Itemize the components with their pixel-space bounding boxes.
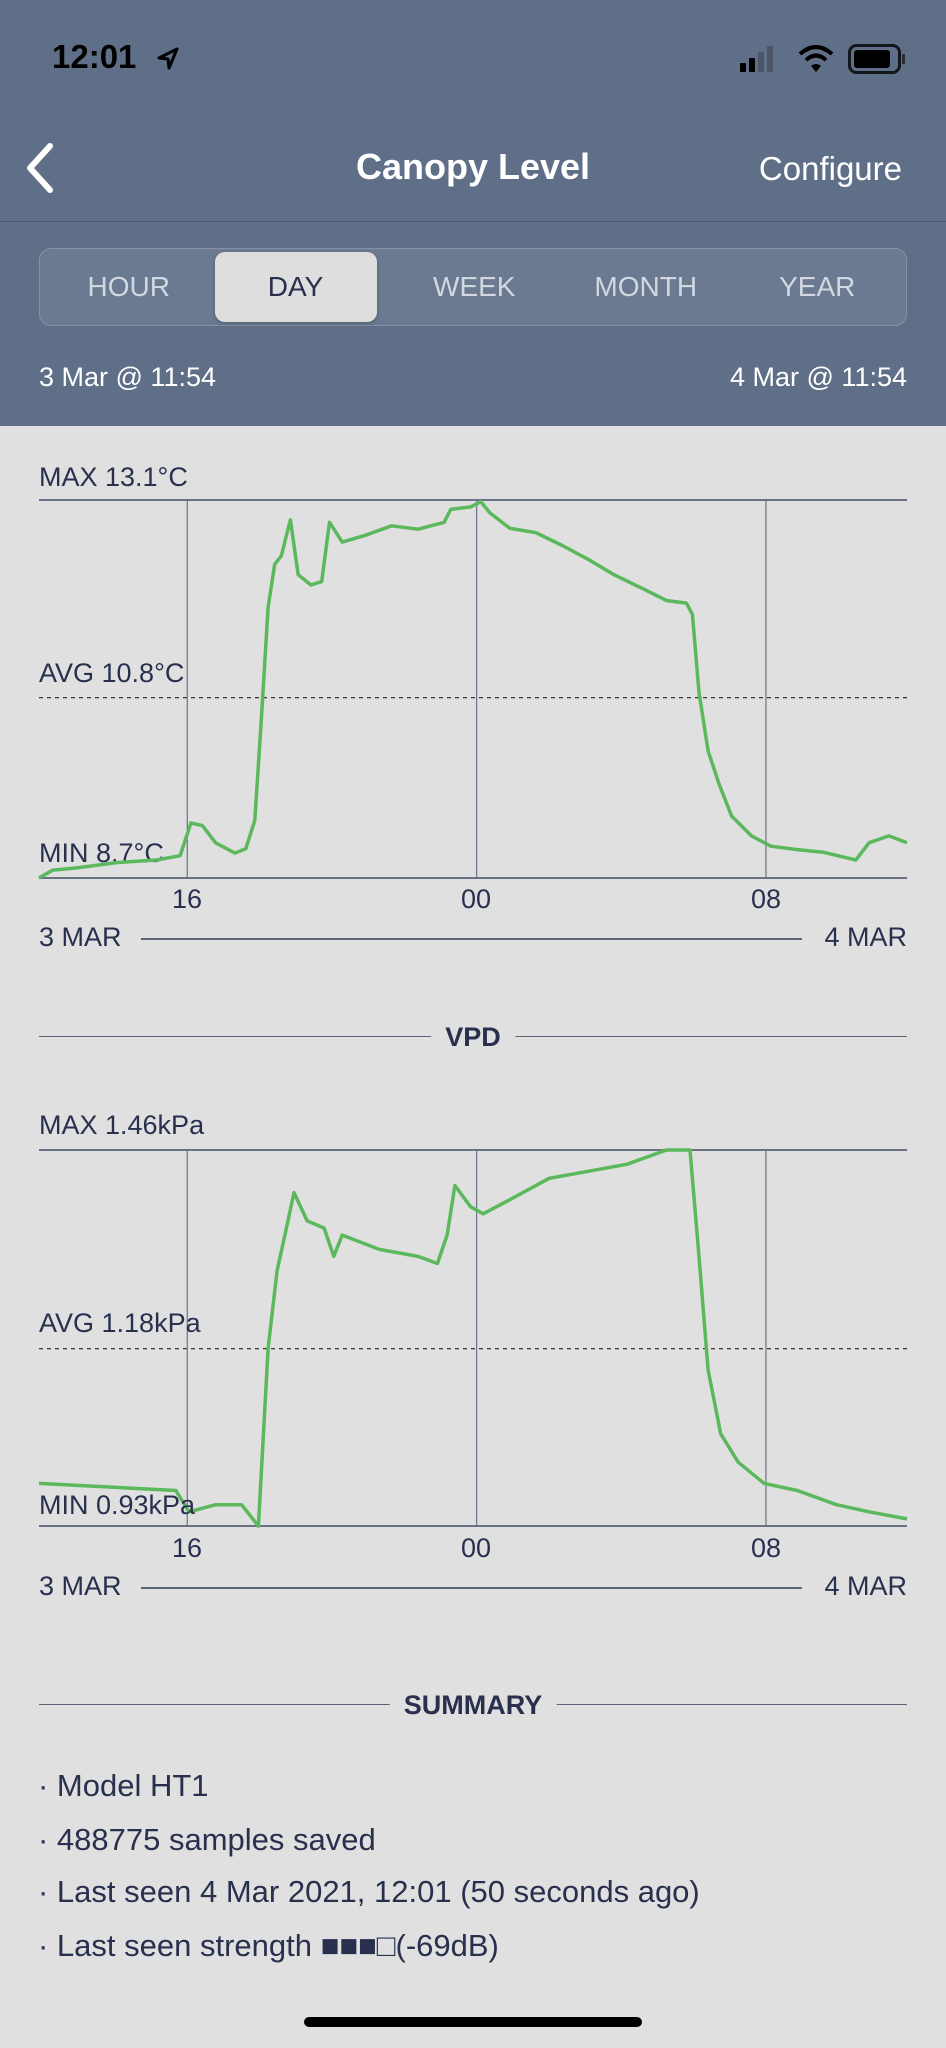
summary-model: · Model HT1 [38, 1768, 209, 1803]
signal-icon [740, 46, 773, 72]
tab-week[interactable]: WEEK [433, 271, 516, 302]
date-end-label: 4 MAR [824, 1571, 907, 1601]
vpd-series-line [38, 1148, 908, 1528]
date-range-line [141, 938, 802, 940]
date-end-label: 4 MAR [824, 922, 907, 952]
temp-avg-label: AVG 10.8°C [39, 658, 185, 688]
x-tick-label: 08 [750, 1533, 782, 1563]
tab-year[interactable]: YEAR [779, 271, 856, 302]
range-end: 4 Mar @ 11:54 [730, 362, 907, 392]
temp-max-label: MAX 13.1°C [39, 462, 188, 492]
vpd-min-label: MIN 0.93kPa [39, 1490, 196, 1520]
location-arrow-icon [157, 47, 179, 70]
time-range-segmented-control: HOUR DAY WEEK MONTH YEAR [39, 248, 907, 326]
summary-samples: · 488775 samples saved [38, 1822, 376, 1857]
temperature-series-line [38, 499, 908, 880]
chevron-left-icon [27, 143, 53, 193]
x-tick-label: 16 [171, 884, 203, 914]
x-tick-label: 08 [750, 884, 782, 914]
configure-button[interactable]: Configure [758, 150, 902, 187]
summary-last-seen: · Last seen 4 Mar 2021, 12:01 (50 second… [38, 1874, 700, 1909]
battery-icon [848, 44, 905, 74]
date-range-line [141, 1587, 802, 1589]
page-title: Canopy Level [355, 146, 591, 187]
x-tick-label: 16 [171, 1533, 203, 1563]
wifi-icon [798, 45, 834, 72]
nav-divider [0, 221, 946, 222]
tab-day[interactable]: DAY [214, 252, 377, 322]
section-title-summary: SUMMARY [389, 1690, 557, 1721]
tab-month[interactable]: MONTH [594, 271, 698, 302]
vpd-avg-label: AVG 1.18kPa [39, 1308, 201, 1338]
back-button[interactable] [20, 140, 60, 196]
date-start-label: 3 MAR [39, 1571, 122, 1601]
header [0, 0, 946, 426]
section-title-vpd: VPD [431, 1022, 515, 1053]
x-tick-label: 00 [460, 1533, 492, 1563]
home-indicator[interactable] [304, 2017, 642, 2027]
tab-hour[interactable]: HOUR [87, 271, 170, 302]
vpd-max-label: MAX 1.46kPa [39, 1110, 205, 1140]
status-time: 12:01 [52, 38, 137, 75]
date-start-label: 3 MAR [39, 922, 122, 952]
x-tick-label: 00 [460, 884, 492, 914]
summary-signal-strength: · Last seen strength ■■■□(-69dB) [38, 1928, 499, 1963]
range-start: 3 Mar @ 11:54 [39, 362, 216, 392]
